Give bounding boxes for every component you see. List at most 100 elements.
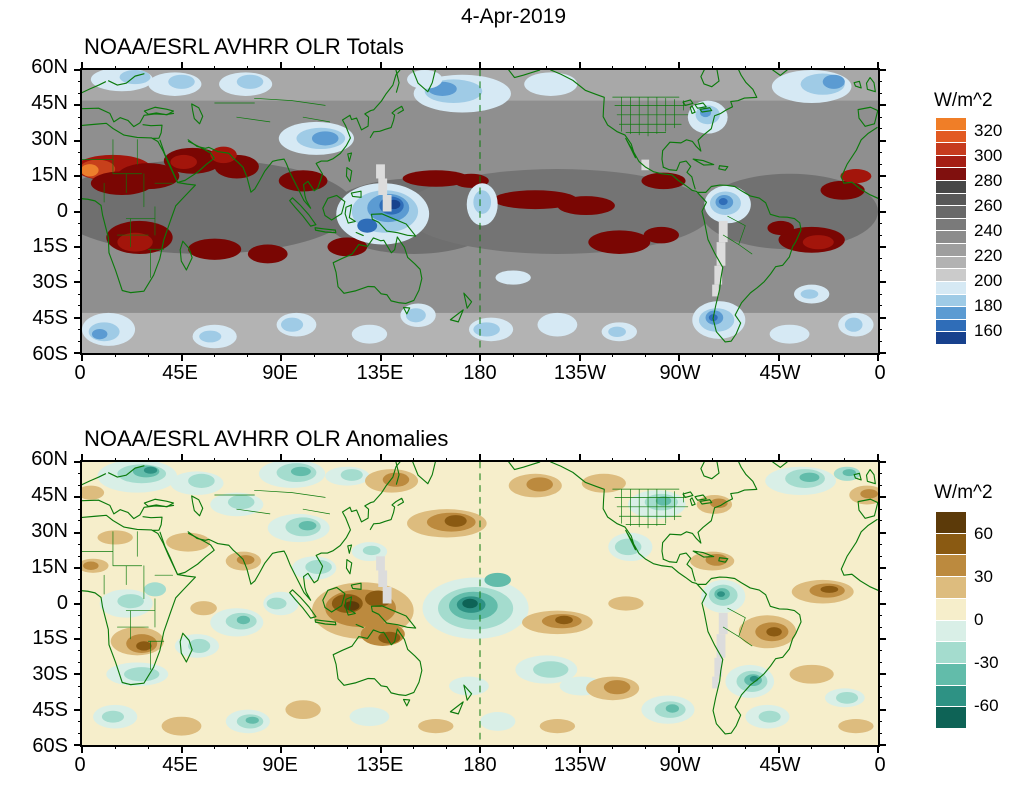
axis-tick [280, 454, 282, 462]
axis-tick [645, 66, 647, 70]
axis-tick [878, 152, 882, 154]
axis-tick [180, 454, 183, 462]
axis-tick [74, 673, 82, 676]
axis-tick [78, 305, 82, 307]
colorbar-segment [936, 281, 966, 294]
colorbar-anomalies: 60 30 0 -30 -60 [936, 512, 999, 729]
colorbar-tick-label: 320 [974, 120, 1003, 140]
axis-tick [78, 473, 82, 475]
axis-tick [711, 353, 713, 357]
axis-tick [280, 62, 282, 70]
lon-axis-label: 45E [162, 362, 198, 384]
axis-tick [74, 531, 82, 534]
axis-tick [878, 661, 882, 663]
axis-tick [114, 66, 116, 70]
colorbar-tick-label: 60 [974, 523, 993, 543]
colorbar-segment [936, 512, 966, 533]
axis-tick [78, 187, 82, 189]
missing-data-patches [376, 556, 728, 689]
axis-tick [379, 62, 382, 70]
axis-tick [878, 461, 886, 463]
axis-tick [78, 720, 82, 722]
axis-tick [877, 454, 879, 462]
colorbar-tick-label: 0 [974, 610, 984, 629]
lon-axis-label: 45W [759, 362, 801, 384]
axis-tick [878, 234, 882, 236]
axis-tick [74, 352, 82, 354]
map-anomalies [74, 454, 886, 753]
colorbar-tick-label: 200 [974, 271, 1003, 291]
colorbar-tick-label: 260 [974, 195, 1003, 215]
axis-tick [78, 258, 82, 260]
lon-axis-label: 0 [874, 754, 886, 776]
colorbar-tick-label: 160 [974, 321, 1003, 341]
latitude-axis-labels-anomalies: 60N 45N 30N 15N 0 15S 30S 45S 60S [10, 448, 72, 757]
lon-axis-label: 135W [553, 754, 607, 776]
axis-tick [777, 454, 780, 462]
axis-tick [114, 353, 116, 357]
axis-tick [78, 685, 82, 687]
axis-tick [878, 128, 882, 130]
colorbar-tick-label: 30 [974, 566, 993, 586]
colorbar-segment [936, 307, 966, 319]
axis-tick [878, 555, 882, 557]
axis-tick [313, 353, 315, 357]
lat-axis-label: 0 [56, 199, 68, 222]
colorbar-segment [936, 118, 966, 130]
axis-tick [811, 458, 813, 462]
axis-tick [811, 66, 813, 70]
colorbar-segment [936, 193, 966, 206]
axis-tick [313, 66, 315, 70]
axis-tick [247, 745, 249, 749]
axis-tick [878, 732, 882, 734]
axis-tick [878, 544, 882, 546]
lat-axis-label: 15S [32, 627, 68, 650]
lon-axis-label: 180 [463, 362, 497, 384]
axis-tick [878, 697, 882, 699]
lat-axis-label: 15N [31, 163, 68, 186]
colorbar-segment [936, 598, 966, 620]
colorbar-segment [936, 620, 966, 642]
colorbar-tick-label: -60 [974, 696, 999, 716]
axis-tick [78, 508, 82, 510]
axis-tick [74, 69, 82, 71]
colorbar-segment [936, 181, 966, 193]
axis-tick [280, 353, 282, 361]
axis-tick [545, 745, 547, 749]
lon-axis-label: 90W [659, 362, 701, 384]
axis-tick [678, 454, 680, 462]
axis-tick [711, 66, 713, 70]
axis-tick [74, 496, 82, 499]
colorbar-tick-label: 280 [974, 170, 1003, 190]
axis-tick [74, 245, 82, 248]
axis-tick [78, 614, 82, 616]
axis-tick [878, 579, 882, 581]
lon-axis-label: 90E [262, 362, 298, 384]
axis-tick [413, 353, 415, 357]
axis-tick [878, 567, 886, 570]
lat-axis-label: 30S [32, 663, 68, 686]
axis-tick [877, 62, 879, 70]
colorbar-segment [936, 244, 966, 256]
axis-tick [78, 234, 82, 236]
axis-tick [744, 66, 746, 70]
axis-tick [844, 458, 846, 462]
axis-tick [74, 567, 82, 570]
panel-title-anomalies: NOAA/ESRL AVHRR OLR Anomalies [84, 426, 449, 451]
axis-tick [313, 745, 315, 749]
axis-tick [612, 353, 614, 357]
axis-tick [81, 62, 83, 70]
axis-tick [678, 62, 680, 70]
axis-tick [247, 458, 249, 462]
axis-tick [78, 732, 82, 734]
axis-tick [878, 602, 886, 605]
axis-tick [878, 269, 882, 271]
colorbar-tick-label: 180 [974, 296, 1003, 316]
axis-tick [878, 650, 882, 652]
axis-tick [512, 458, 514, 462]
lon-axis-label: 90E [262, 754, 298, 776]
colorbar-segment [936, 533, 966, 555]
axis-tick [214, 353, 216, 357]
axis-tick [214, 458, 216, 462]
axis-tick [878, 496, 886, 499]
